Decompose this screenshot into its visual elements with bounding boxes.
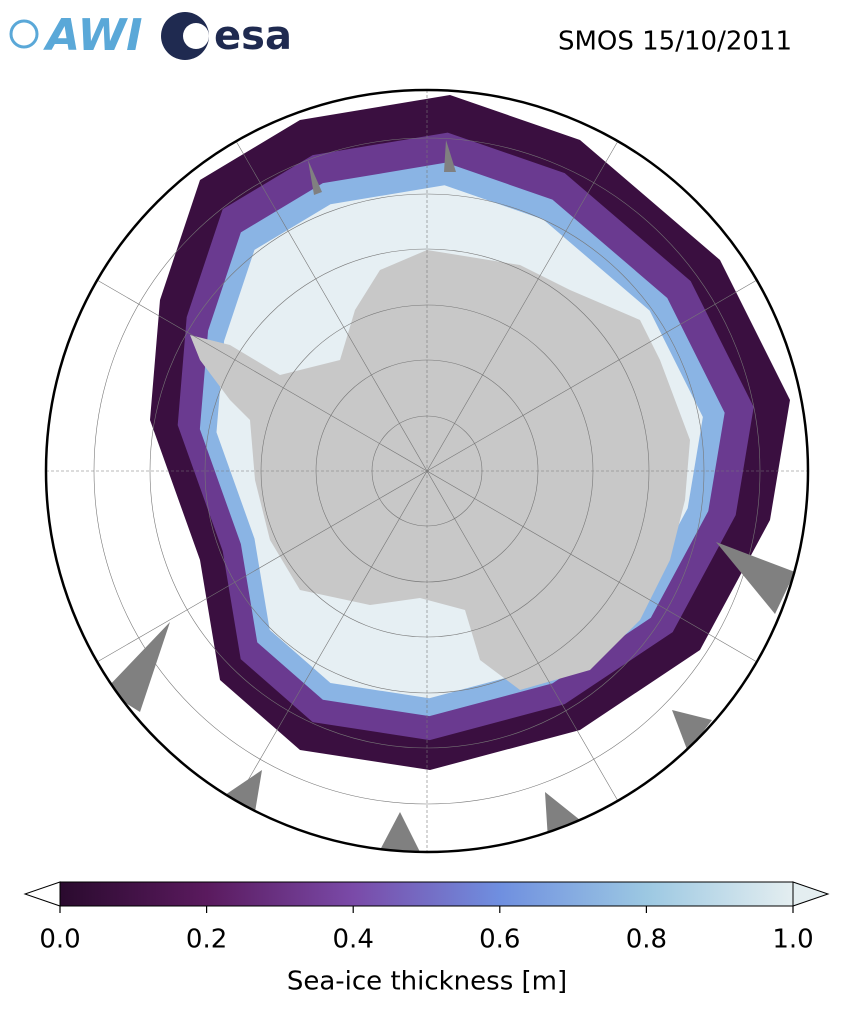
esa-logo: esa (161, 12, 292, 60)
awi-logo: AWI (9, 10, 143, 61)
colorbar: 0.0 0.2 0.4 0.6 0.8 1.0 (23, 881, 830, 955)
colorbar-tick-label: 1.0 (772, 925, 813, 955)
colorbar-tick-label: 0.4 (333, 925, 374, 955)
esa-text: esa (214, 13, 292, 59)
map-border (44, 88, 810, 854)
map (46, 90, 808, 852)
data-gaps (105, 140, 795, 852)
antarctica (190, 250, 690, 690)
colorbar-tick-label: 0.8 (626, 925, 667, 955)
colorbar-label: Sea-ice thickness [m] (287, 967, 567, 997)
colorbar-tick-label: 0.6 (479, 925, 520, 955)
awi-text: AWI (43, 10, 143, 61)
title: SMOS 15/10/2011 (558, 27, 792, 57)
colorbar-tick-label: 0.0 (39, 925, 80, 955)
colorbar-gradient (59, 881, 794, 907)
graticule (46, 90, 808, 852)
colorbar-tick-label: 0.2 (186, 925, 227, 955)
